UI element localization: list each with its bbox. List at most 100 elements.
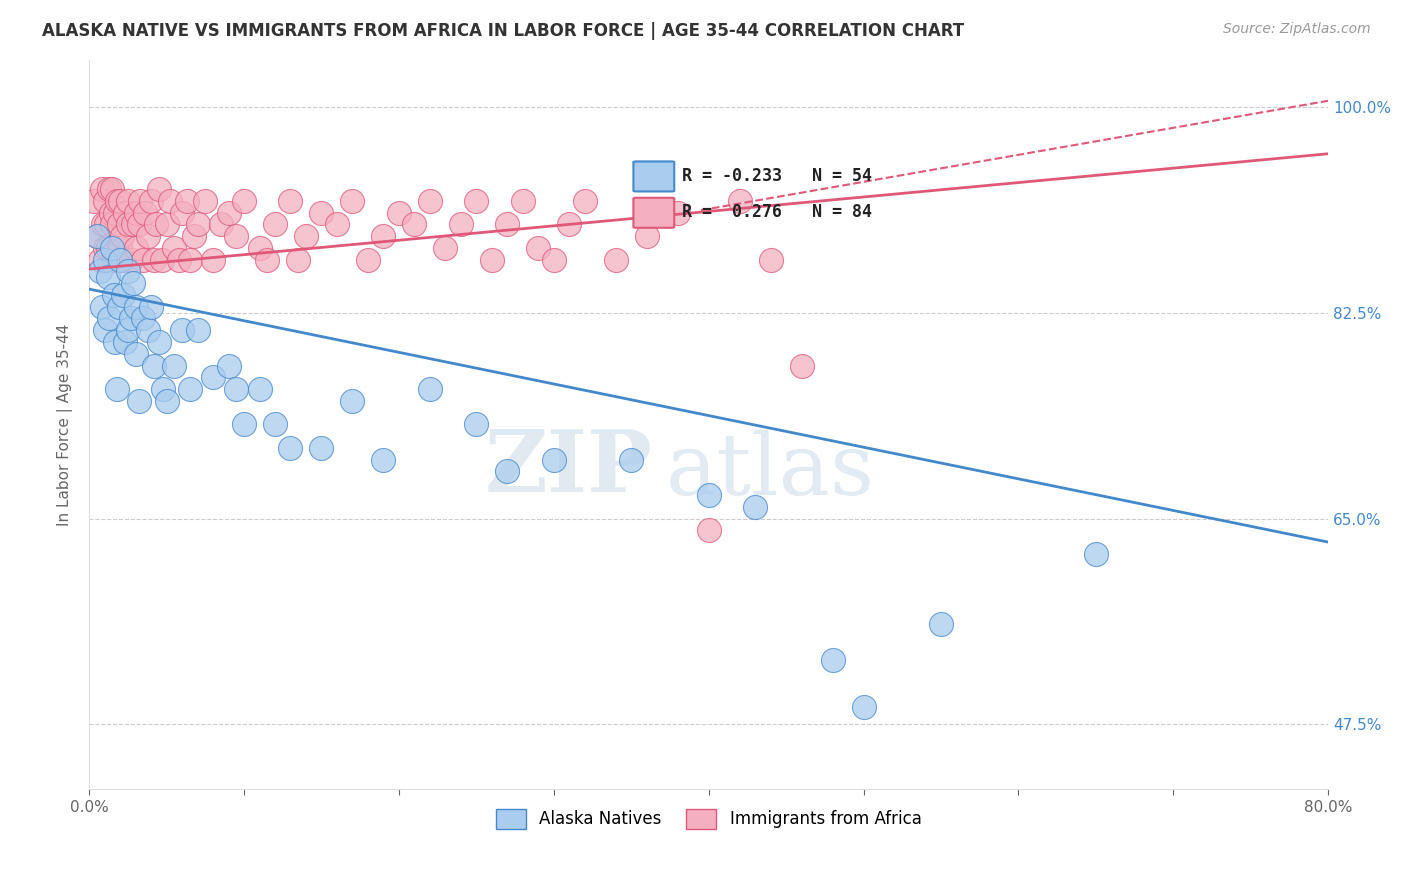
Point (287, 252, 309, 267)
Point (558, 218, 581, 232)
Point (404, 218, 426, 232)
Point (90, 300, 112, 314)
Point (620, 452, 643, 467)
Point (179, 382, 201, 396)
Point (104, 334, 127, 349)
Point (155, 393, 177, 408)
Point (139, 300, 162, 314)
Point (280, 441, 302, 455)
Point (295, 229, 318, 244)
Point (159, 194, 181, 208)
Point (103, 288, 125, 302)
Point (744, 500, 766, 514)
Point (666, 205, 689, 219)
Point (465, 194, 488, 208)
Point (155, 218, 177, 232)
Point (98, 182, 121, 196)
Point (170, 205, 193, 219)
Text: Source: ZipAtlas.com: Source: ZipAtlas.com (1223, 22, 1371, 37)
Point (419, 382, 441, 396)
Point (91, 218, 114, 232)
Point (202, 252, 225, 267)
Point (512, 194, 534, 208)
Point (143, 252, 166, 267)
Point (134, 205, 156, 219)
Point (697, 488, 720, 502)
Point (129, 194, 152, 208)
Point (249, 382, 271, 396)
Point (434, 241, 457, 255)
Point (225, 382, 247, 396)
Point (98, 311, 121, 326)
Point (264, 218, 287, 232)
Point (280, 194, 302, 208)
Text: R = -0.233   N = 54: R = -0.233 N = 54 (682, 168, 873, 186)
Point (128, 218, 150, 232)
Point (143, 359, 166, 373)
Point (101, 182, 124, 196)
Text: ALASKA NATIVE VS IMMIGRANTS FROM AFRICA IN LABOR FORCE | AGE 35-44 CORRELATION C: ALASKA NATIVE VS IMMIGRANTS FROM AFRICA … (42, 22, 965, 40)
Point (256, 252, 278, 267)
Point (194, 194, 217, 208)
Point (96, 218, 118, 232)
Point (145, 218, 167, 232)
Point (170, 323, 193, 337)
Point (373, 229, 395, 244)
Point (481, 252, 503, 267)
FancyBboxPatch shape (633, 161, 675, 192)
Point (121, 276, 143, 290)
Point (636, 229, 658, 244)
Point (117, 323, 139, 337)
Point (105, 382, 128, 396)
Point (342, 194, 364, 208)
Point (103, 252, 125, 267)
Point (112, 288, 135, 302)
Point (187, 218, 209, 232)
Point (311, 441, 333, 455)
Point (148, 334, 170, 349)
Point (108, 241, 131, 255)
Point (790, 359, 813, 373)
Point (107, 300, 129, 314)
Point (450, 218, 472, 232)
Point (101, 218, 124, 232)
Point (108, 194, 131, 208)
Point (264, 417, 287, 432)
Point (117, 194, 139, 208)
Point (605, 252, 627, 267)
Text: ZIP: ZIP (485, 426, 652, 510)
Text: atlas: atlas (665, 430, 875, 514)
Point (117, 264, 139, 278)
Point (209, 218, 232, 232)
Point (124, 347, 146, 361)
Point (574, 194, 596, 208)
Point (132, 252, 155, 267)
Point (112, 252, 135, 267)
Point (465, 417, 488, 432)
Point (148, 182, 170, 196)
Point (97, 270, 120, 285)
Point (114, 334, 136, 349)
Point (357, 252, 380, 267)
Point (121, 218, 143, 232)
Point (93, 323, 115, 337)
Point (89, 252, 111, 267)
Point (97, 241, 120, 255)
Point (1084, 547, 1107, 561)
Point (150, 252, 173, 267)
Point (152, 382, 174, 396)
Point (187, 323, 209, 337)
Point (108, 252, 131, 267)
Point (233, 417, 256, 432)
Point (218, 205, 240, 219)
Point (117, 218, 139, 232)
Point (86, 229, 108, 244)
Point (728, 194, 751, 208)
Point (179, 252, 201, 267)
Point (821, 653, 844, 667)
Point (218, 359, 240, 373)
Point (100, 205, 122, 219)
Point (759, 252, 782, 267)
Point (163, 359, 186, 373)
Point (183, 229, 205, 244)
